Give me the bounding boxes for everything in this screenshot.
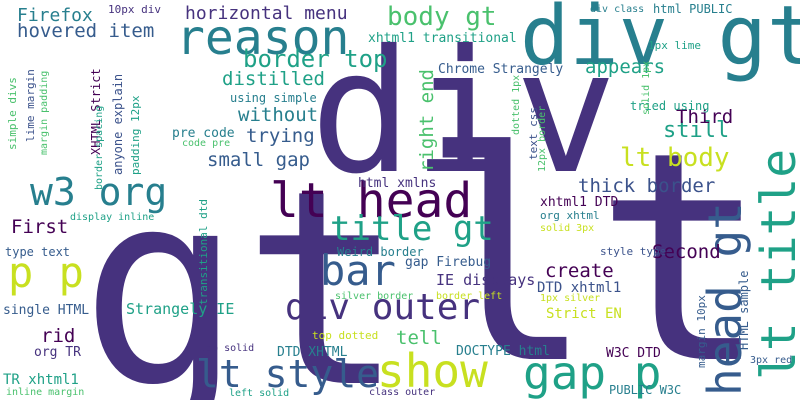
word-code-pre: code pre [182, 138, 231, 149]
word-transitional-dtd: transitional dtd [197, 199, 210, 305]
word-bar: bar [320, 246, 396, 295]
word-border-left: border left [436, 291, 503, 302]
word-solid-3px: solid 3px [540, 223, 595, 234]
word-right-end: right end [416, 69, 438, 172]
word-doctype-html: DOCTYPE html [456, 344, 550, 359]
word-tell: tell [396, 327, 442, 349]
word-class-outer: class outer [369, 387, 436, 398]
word-still: still [663, 118, 730, 143]
word-using-simple: using simple [230, 91, 317, 105]
word-strangely-ie: Strangely IE [126, 300, 235, 318]
word-html-sample: HTML sample [737, 270, 751, 350]
word-gt: gt [80, 132, 406, 400]
word-single-html: single HTML [3, 303, 90, 318]
word-chrome-strangely: Chrome Strangely [438, 62, 564, 77]
word-div: div [310, 14, 618, 212]
word-inline-margin: inline margin [6, 387, 85, 398]
word-gap-p: gap p [523, 346, 662, 400]
word-3px-red: 3px red [750, 355, 793, 366]
word-1px-lime: 1px lime [648, 39, 701, 52]
word-public-w3c: PUBLIC W3C [609, 383, 682, 397]
word-weird-border: Weird border [337, 245, 424, 259]
word-margin-10px: margin 10px [695, 295, 708, 368]
word-title-gt: title gt [330, 209, 494, 249]
word-html-xmlns: html xmlns [358, 176, 437, 191]
word-top-solid: top solid [200, 343, 255, 354]
word-xhtml1-dtd: xhtml1 DTD [540, 195, 619, 210]
word-p-p: p p [8, 248, 84, 297]
word-simple-divs: simple divs [6, 77, 19, 150]
word-horizontal-menu: horizontal menu [185, 3, 348, 24]
word-lt: lt [420, 91, 770, 400]
word-hovered-item: hovered item [17, 20, 155, 42]
word-1px-silver: 1px silver [540, 293, 601, 304]
word-trying: trying [246, 125, 315, 147]
word-firefox: Firefox [17, 5, 93, 26]
word-silver-border: silver border [335, 291, 414, 302]
word-strict-en: Strict EN [546, 306, 622, 322]
word-border-top: border top [243, 45, 388, 73]
word-create: create [545, 260, 614, 282]
word-margin-padding: margin padding [39, 70, 50, 155]
word-dtd-xhtml1: DTD xhtml1 [537, 280, 622, 296]
word-dotted-1px: dotted 1px [511, 74, 522, 135]
word-10px-div: 10px div [108, 3, 161, 16]
word-12px-border: 12px border [537, 105, 548, 172]
word-padding-12px: padding 12px [129, 95, 142, 175]
word-body-gt: body gt [387, 2, 497, 32]
word-border-spacing: border spacing [94, 105, 105, 190]
word-w3-org: w3 org [30, 170, 168, 214]
word-tried-using: tried using [630, 99, 710, 113]
word-small-gap: small gap [207, 149, 310, 171]
word-first: First [11, 216, 69, 238]
word-lt-title: lt title [751, 148, 800, 380]
word-third: Third [676, 106, 734, 128]
word-second: Second [652, 241, 721, 263]
word-dtd-xhtml: DTD XHTML [277, 345, 348, 360]
word-org-xhtml: org xhtml [540, 209, 600, 222]
word-xhtml1-transitional: xhtml1 transitional [368, 31, 517, 46]
word-div-outer: div outer [285, 287, 481, 328]
word-reason: reason [176, 10, 350, 66]
word-org-tr: org TR [34, 345, 81, 360]
word-top-dotted: top dotted [312, 329, 379, 342]
word-div-class: div class [590, 4, 645, 15]
word-lt-body: lt body [620, 143, 730, 173]
word-w3c-dtd: W3C DTD [606, 346, 661, 361]
word-without: without [238, 104, 319, 126]
word-html-public: html PUBLIC [653, 2, 733, 16]
word-solid-1px: solid 1px [641, 60, 652, 115]
word-display-inline: display inline [70, 212, 155, 223]
word-anyone-explain: anyone explain [111, 73, 125, 175]
word-style-type: style type [600, 245, 667, 258]
word-left-solid: left solid [229, 388, 290, 399]
word-appears: appears [585, 56, 666, 78]
word-div-gt: div gt [520, 0, 800, 84]
word-thick-border: thick border [578, 175, 716, 197]
word-show: show [377, 344, 488, 398]
word-gap-firebug: gap Firebug [405, 255, 492, 270]
word-rid: rid [41, 325, 76, 347]
word-lime-margin: lime margin [24, 69, 37, 142]
word-lt-head: lt head [270, 173, 473, 229]
word-pre-code: pre code [172, 126, 235, 141]
word-ie-displays: IE displays [436, 271, 536, 289]
word-lt-style: lt style [196, 352, 380, 396]
word-type-text: type text [5, 245, 71, 259]
word-tr-xhtml1: TR xhtml1 [3, 372, 79, 388]
word-distilled: distilled [222, 68, 325, 90]
